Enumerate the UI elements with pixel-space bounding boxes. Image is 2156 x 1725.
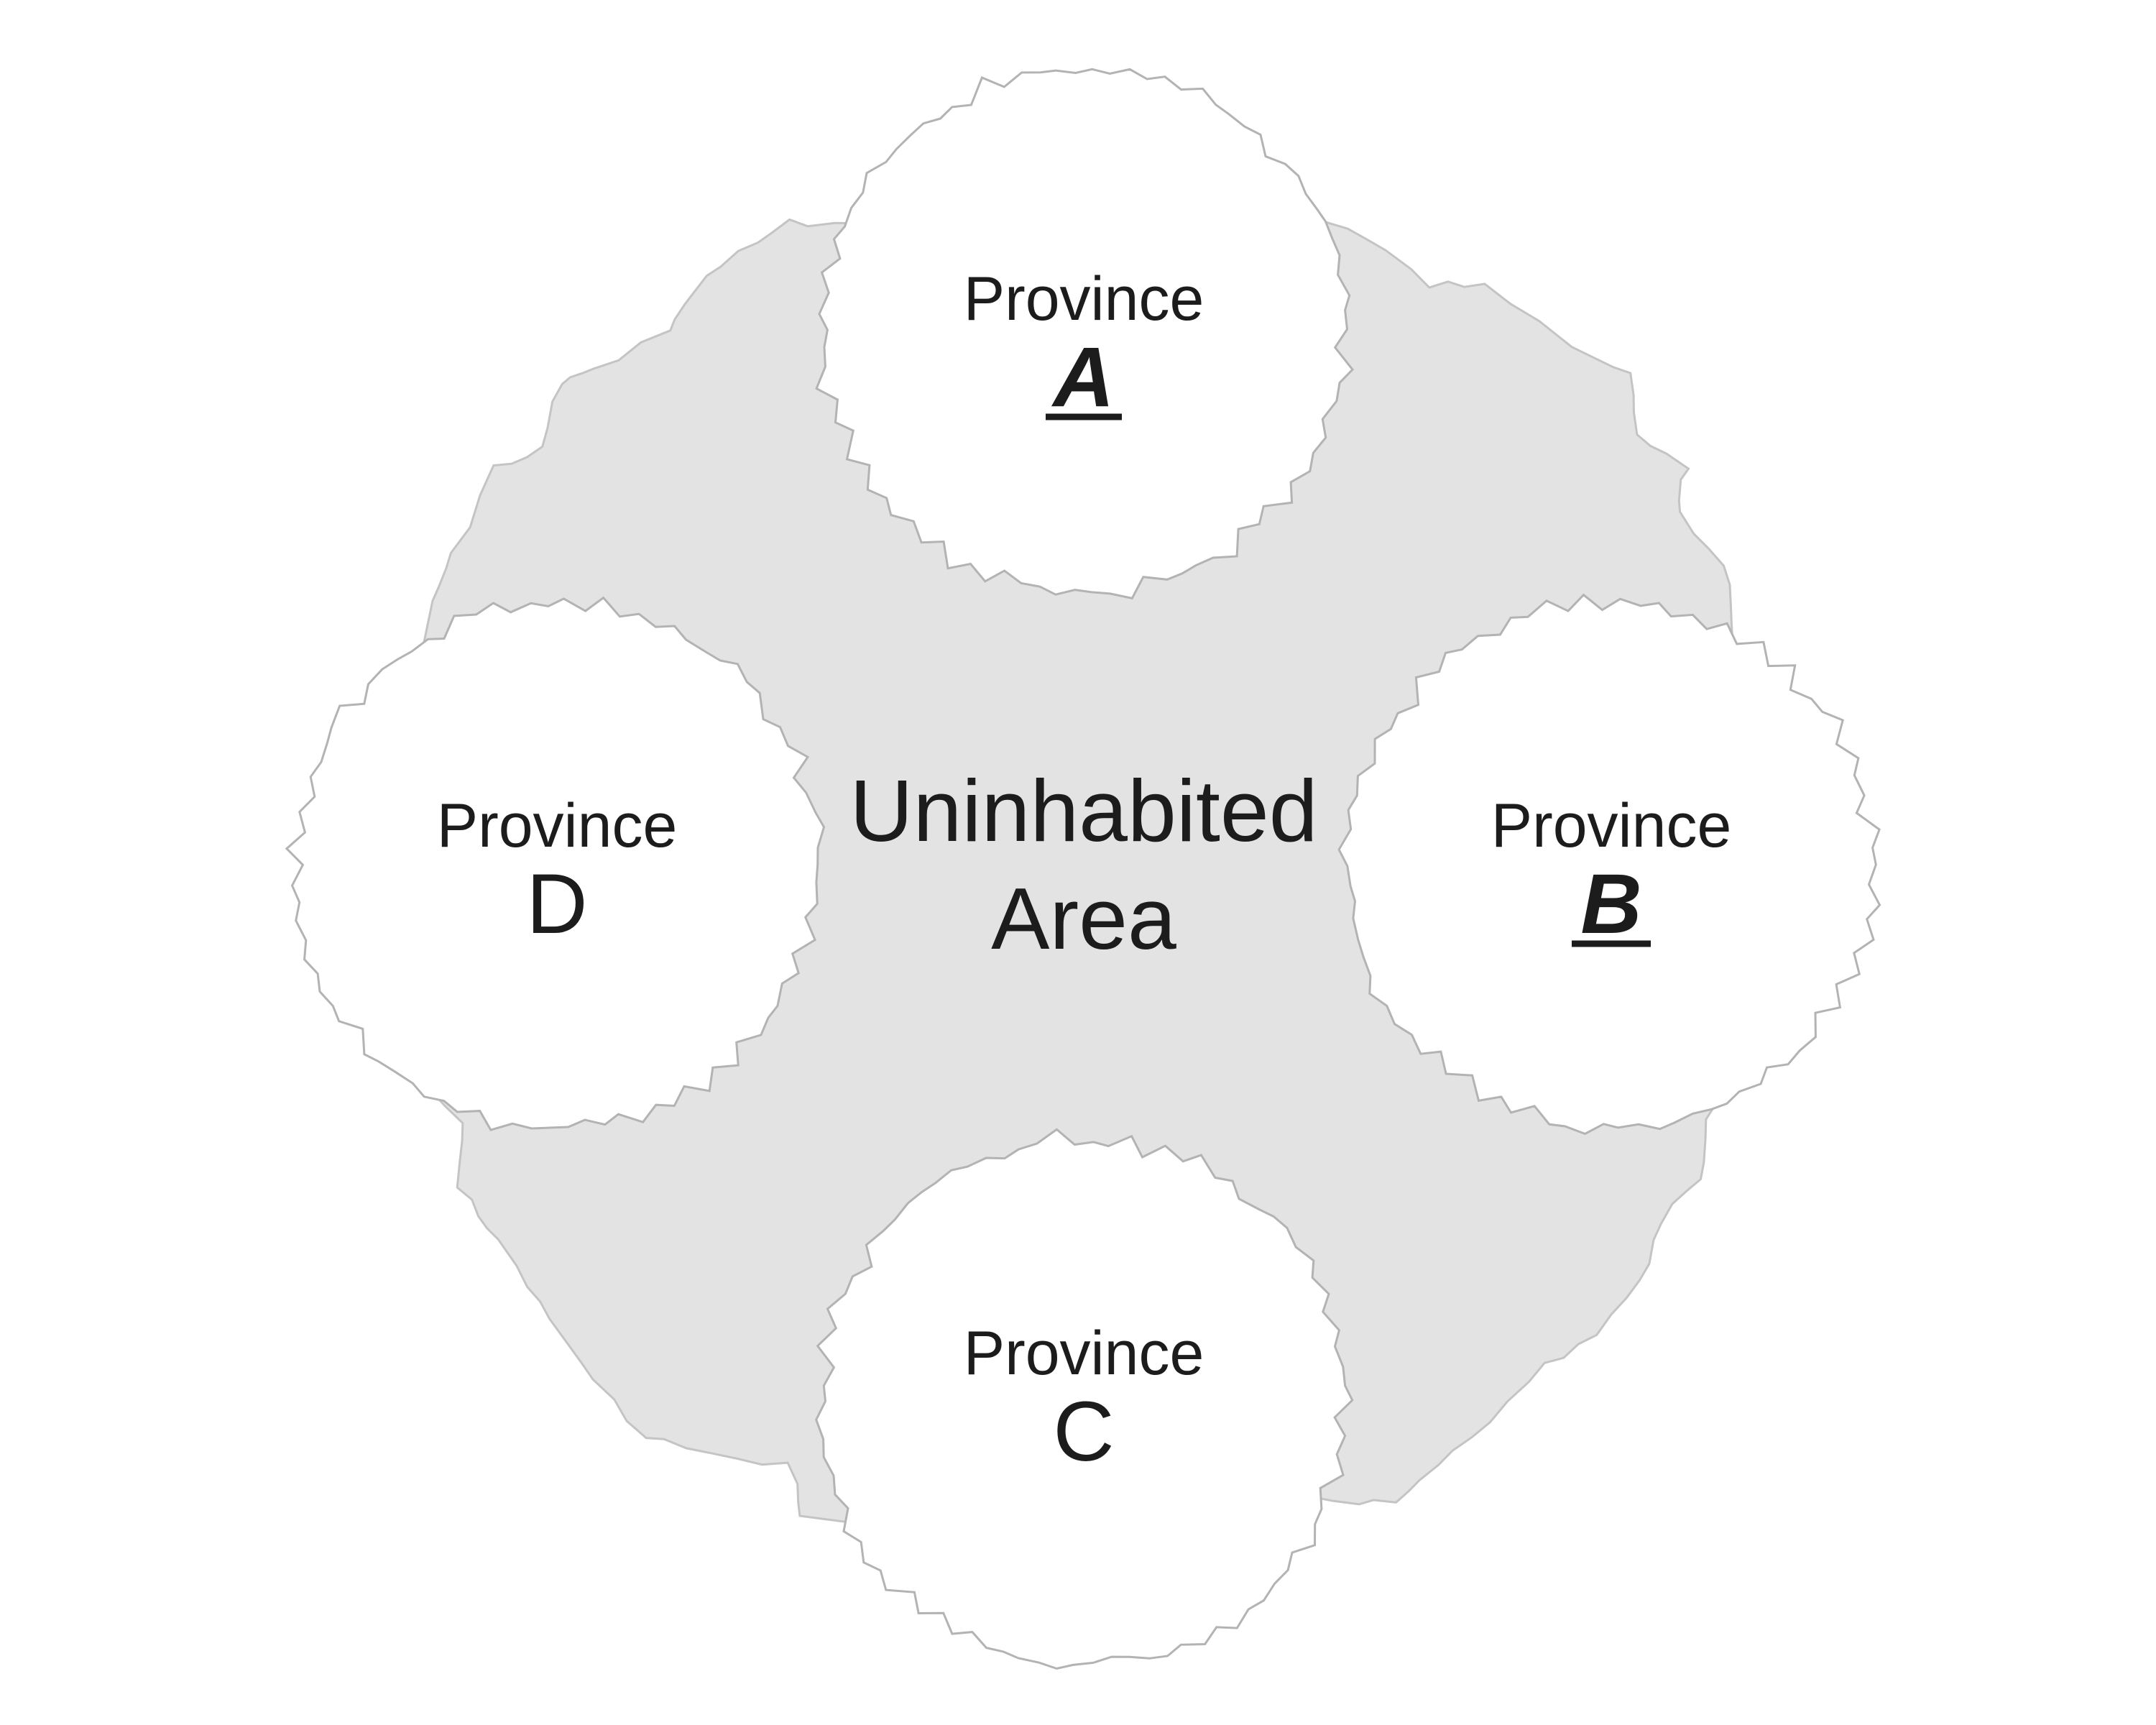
province-b-letter: B — [1580, 857, 1641, 952]
province-a-label: Province — [964, 264, 1204, 334]
province-a-shape — [815, 68, 1354, 600]
province-b-shape — [1337, 593, 1881, 1136]
province-d-label: Province — [437, 791, 678, 860]
province-d-shape — [285, 596, 826, 1131]
province-c-letter: C — [1053, 1384, 1114, 1479]
uninhabited-area-label-line-1: Uninhabited — [849, 762, 1317, 860]
province-a-letter: A — [1051, 330, 1114, 425]
province-b-label: Province — [1491, 791, 1732, 860]
province-c-label: Province — [964, 1319, 1204, 1388]
province-d-letter: D — [526, 857, 587, 952]
uninhabited-area-label-line-2: Area — [991, 870, 1176, 967]
province-c-shape — [815, 1128, 1354, 1670]
